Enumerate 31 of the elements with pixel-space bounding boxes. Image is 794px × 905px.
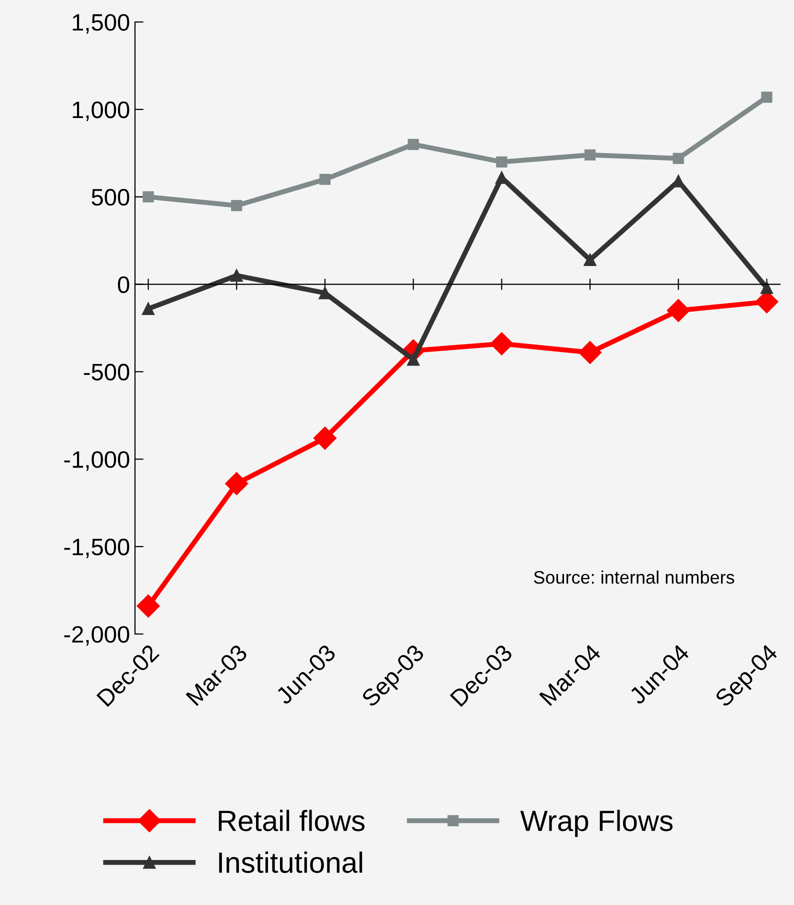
point bbox=[761, 92, 772, 103]
point bbox=[231, 200, 242, 212]
point bbox=[578, 340, 602, 364]
point bbox=[142, 302, 155, 316]
point bbox=[666, 299, 690, 322]
legend-label: Institutional bbox=[219, 852, 362, 873]
legend-label: Retail flows bbox=[218, 810, 365, 832]
point bbox=[225, 472, 248, 496]
point bbox=[407, 353, 420, 366]
point bbox=[319, 174, 331, 185]
y-tick-label: 500 bbox=[92, 188, 130, 206]
point bbox=[584, 149, 596, 160]
point bbox=[136, 594, 160, 618]
annotation: Source: internal numbers bbox=[534, 570, 734, 584]
point bbox=[230, 269, 243, 282]
y-tick-label: 1,000 bbox=[72, 101, 130, 122]
point bbox=[490, 332, 514, 356]
y-tick-label: -500 bbox=[84, 364, 130, 380]
legend-label: Wrap Flows bbox=[520, 810, 673, 837]
y-tick-label: -2,000 bbox=[64, 626, 130, 646]
point bbox=[584, 254, 596, 266]
y-tick-label: -1,000 bbox=[64, 451, 130, 471]
point bbox=[142, 191, 154, 202]
y-tick-label: -1,500 bbox=[64, 538, 130, 558]
point bbox=[496, 156, 508, 168]
point bbox=[408, 138, 419, 150]
point bbox=[760, 282, 773, 294]
point bbox=[313, 426, 336, 450]
y-tick-label: 0 bbox=[118, 276, 130, 294]
point bbox=[672, 152, 684, 164]
y-tick-label: 1,500 bbox=[72, 14, 130, 34]
